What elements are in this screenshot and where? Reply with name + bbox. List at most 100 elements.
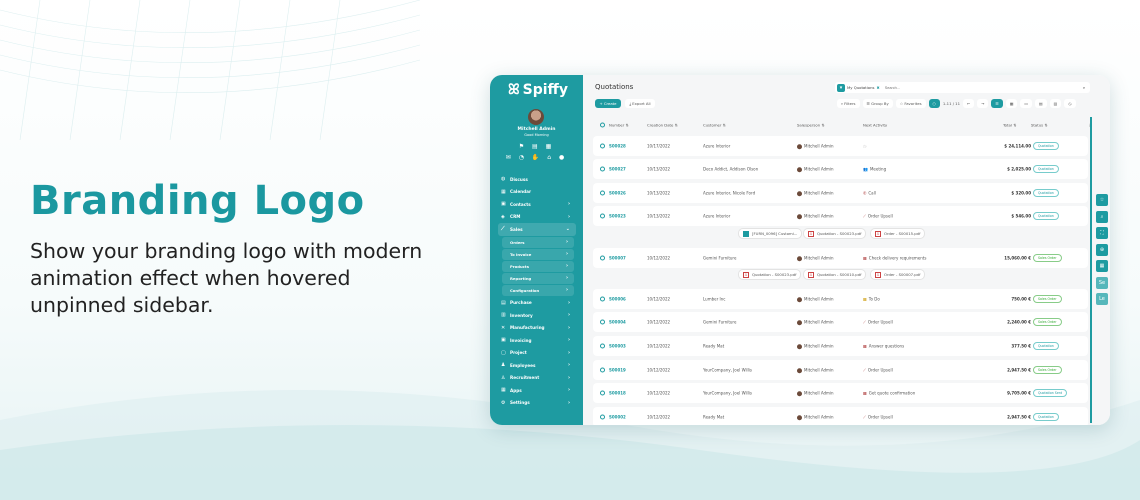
order-number[interactable]: S00003 bbox=[609, 343, 626, 349]
row-checkbox[interactable] bbox=[600, 190, 605, 196]
order-number[interactable]: S00007 bbox=[609, 255, 626, 261]
table-row[interactable]: S00018 10/12/2022 YourCompany, Joel Will… bbox=[593, 383, 1088, 403]
table-row[interactable]: S00027 10/13/2022 Deco Addict, Addison O… bbox=[593, 159, 1088, 179]
table-row[interactable]: S00023 10/13/2022 Azure Interior Mitchel… bbox=[593, 206, 1088, 226]
sidebar-subitem-orders[interactable]: Orders › bbox=[502, 236, 574, 248]
column-header-next-activity[interactable]: Next Activity bbox=[863, 122, 888, 128]
meeting-icon[interactable]: 👥 bbox=[863, 166, 868, 172]
sidebar-item-discuss[interactable]: ◍ Discuss bbox=[498, 173, 576, 186]
column-options-icon[interactable]: ⋮ bbox=[1088, 123, 1092, 128]
chart-line-icon[interactable]: ⟋ bbox=[863, 367, 866, 373]
kanban-view-icon[interactable]: ▦ bbox=[1005, 99, 1018, 108]
column-header-creation-date[interactable]: Creation Date ⇅ bbox=[647, 122, 678, 128]
systray-icons[interactable]: ✉ ◔ ✋ ⌂ ● bbox=[505, 154, 568, 161]
sidebar-item-purchase[interactable]: ▤ Purchase › bbox=[498, 297, 576, 310]
search-input[interactable] bbox=[884, 85, 1083, 90]
export-all-button[interactable]: ⤓ Export All bbox=[625, 99, 655, 108]
row-checkbox[interactable] bbox=[600, 367, 605, 373]
table-row[interactable]: S00007 10/12/2022 Gemini Furniture Mitch… bbox=[593, 248, 1088, 268]
sidebar-item-sales[interactable]: ⟋ Sales ⌄ bbox=[498, 223, 576, 236]
chart-line-icon[interactable]: ⟋ bbox=[863, 213, 866, 219]
avatar[interactable] bbox=[528, 109, 544, 125]
table-row[interactable]: S00004 10/12/2022 Gemini Furniture Mitch… bbox=[593, 312, 1088, 332]
sidebar-subitem-products[interactable]: Products › bbox=[502, 260, 574, 272]
filters-button[interactable]: ▿ Filters bbox=[837, 99, 860, 108]
sidebar-item-invoicing[interactable]: ▣ Invoicing › bbox=[498, 334, 576, 347]
search-bar[interactable]: ▾ My Quotations ✖ ⌕ bbox=[835, 82, 1090, 93]
clock-icon[interactable]: ◷ bbox=[863, 143, 867, 149]
calendar-icon[interactable]: ▦ bbox=[863, 343, 867, 349]
se-button[interactable]: Se bbox=[1096, 276, 1108, 289]
attachment[interactable]: [FURN_0096] Customi... bbox=[738, 228, 803, 239]
order-number[interactable]: S00018 bbox=[609, 390, 626, 396]
order-number[interactable]: S00027 bbox=[609, 166, 626, 172]
zoom-icon[interactable]: ⊕ bbox=[1096, 243, 1108, 256]
attachment[interactable]: ⅄ Quotation - S00023.pdf bbox=[738, 269, 802, 280]
column-header-customer[interactable]: Customer ⇅ bbox=[703, 122, 726, 128]
table-row[interactable]: S00003 10/12/2022 Ready Mat Mitchell Adm… bbox=[593, 336, 1088, 356]
order-number[interactable]: S00019 bbox=[609, 367, 626, 373]
row-checkbox[interactable] bbox=[600, 213, 605, 219]
sidebar-subitem-reporting[interactable]: Reporting › bbox=[502, 272, 574, 284]
order-number[interactable]: S00006 bbox=[609, 296, 626, 302]
sidebar-item-recruitment[interactable]: ♙ Recruitment › bbox=[498, 372, 576, 385]
order-number[interactable]: S00002 bbox=[609, 414, 626, 420]
order-number[interactable]: S00026 bbox=[609, 190, 626, 196]
row-checkbox[interactable] bbox=[600, 166, 605, 172]
row-checkbox[interactable] bbox=[600, 319, 605, 325]
sidebar-item-project[interactable]: ▢ Project › bbox=[498, 347, 576, 360]
attachment[interactable]: ⅄ Order - S00007.pdf bbox=[870, 269, 926, 280]
table-row[interactable]: S00026 10/13/2022 Azure Interior, Nicole… bbox=[593, 183, 1088, 203]
row-checkbox[interactable] bbox=[600, 143, 605, 149]
quick-icons[interactable]: ⚑ ▤ ▦ bbox=[518, 143, 555, 150]
order-number[interactable]: S00004 bbox=[609, 319, 626, 325]
chart-line-icon[interactable]: ⟋ bbox=[863, 414, 866, 420]
brand-logo[interactable]: ꕤ Spiffy bbox=[508, 82, 568, 98]
table-row[interactable]: S00002 10/12/2022 Ready Mat Mitchell Adm… bbox=[593, 407, 1088, 425]
facet-remove-icon[interactable]: ✖ bbox=[876, 85, 880, 90]
attachment[interactable]: ⅄ Quotation - S00023.pdf bbox=[803, 228, 867, 239]
attachment[interactable]: ⅄ Order - S00015.pdf bbox=[870, 228, 926, 239]
sidebar-item-inventory[interactable]: ▥ Inventory › bbox=[498, 309, 576, 322]
activity-view-icon[interactable]: ◷ bbox=[1064, 99, 1076, 108]
row-checkbox[interactable] bbox=[600, 414, 605, 420]
star-icon[interactable]: ☆ bbox=[1096, 194, 1108, 206]
calculator-icon[interactable]: ▦ bbox=[1096, 260, 1108, 272]
attachment[interactable]: ⅄ Quotation - S00010.pdf bbox=[803, 269, 867, 280]
sidebar-item-contacts[interactable]: ▣ Contacts › bbox=[498, 198, 576, 211]
search-icon[interactable]: ⌕ bbox=[1082, 85, 1085, 90]
graph-view-icon[interactable]: ▥ bbox=[1049, 99, 1062, 108]
prev-page-button[interactable]: ← bbox=[963, 99, 975, 108]
column-header-number[interactable]: Number ⇅ bbox=[609, 122, 629, 128]
chart-line-icon[interactable]: ⟋ bbox=[863, 319, 866, 325]
sidebar-subitem-configuration[interactable]: Configuration › bbox=[502, 284, 574, 296]
table-row[interactable]: S00019 10/12/2022 YourCompany, Joel Will… bbox=[593, 360, 1088, 380]
next-page-button[interactable]: → bbox=[977, 99, 989, 108]
select-all-checkbox[interactable] bbox=[600, 122, 605, 128]
favorites-button[interactable]: ☆ Favorites bbox=[895, 99, 926, 108]
todo-icon[interactable]: ▦ bbox=[863, 296, 867, 302]
fullscreen-icon[interactable]: ⛶ bbox=[1096, 227, 1108, 239]
sidebar-item-employees[interactable]: ♟ Employees › bbox=[498, 359, 576, 372]
column-header-total[interactable]: Total ⇅ bbox=[1003, 122, 1017, 128]
table-row[interactable]: S00006 10/12/2022 Lumber Inc Mitchell Ad… bbox=[593, 289, 1088, 309]
column-header-salesperson[interactable]: Salesperson ⇅ bbox=[797, 122, 825, 128]
sidebar-item-manufacturing[interactable]: ✕ Manufacturing › bbox=[498, 322, 576, 335]
sidebar-item-crm[interactable]: ◈ CRM › bbox=[498, 211, 576, 224]
sidebar-item-calendar[interactable]: ▦ Calendar bbox=[498, 186, 576, 199]
list-view-icon[interactable]: ☰ bbox=[991, 99, 1003, 108]
column-header-status[interactable]: Status ⇅ bbox=[1031, 122, 1048, 128]
scrollbar[interactable] bbox=[1090, 117, 1092, 423]
pivot-view-icon[interactable]: ▤ bbox=[1035, 99, 1047, 108]
phone-icon[interactable]: ✆ bbox=[863, 190, 867, 196]
calendar-view-icon[interactable]: ▭ bbox=[1020, 99, 1032, 108]
search-icon[interactable]: ⌕ bbox=[1096, 210, 1108, 223]
sidebar-subitem-to-invoice[interactable]: To Invoice › bbox=[502, 248, 574, 260]
sidebar-item-apps[interactable]: ▦ Apps › bbox=[498, 384, 576, 397]
refresh-button[interactable]: ○ bbox=[928, 99, 940, 108]
group-by-button[interactable]: ☰ Group By bbox=[862, 99, 893, 108]
row-checkbox[interactable] bbox=[600, 343, 605, 349]
row-checkbox[interactable] bbox=[600, 390, 605, 396]
create-button[interactable]: + Create bbox=[595, 99, 621, 108]
row-checkbox[interactable] bbox=[600, 296, 605, 302]
